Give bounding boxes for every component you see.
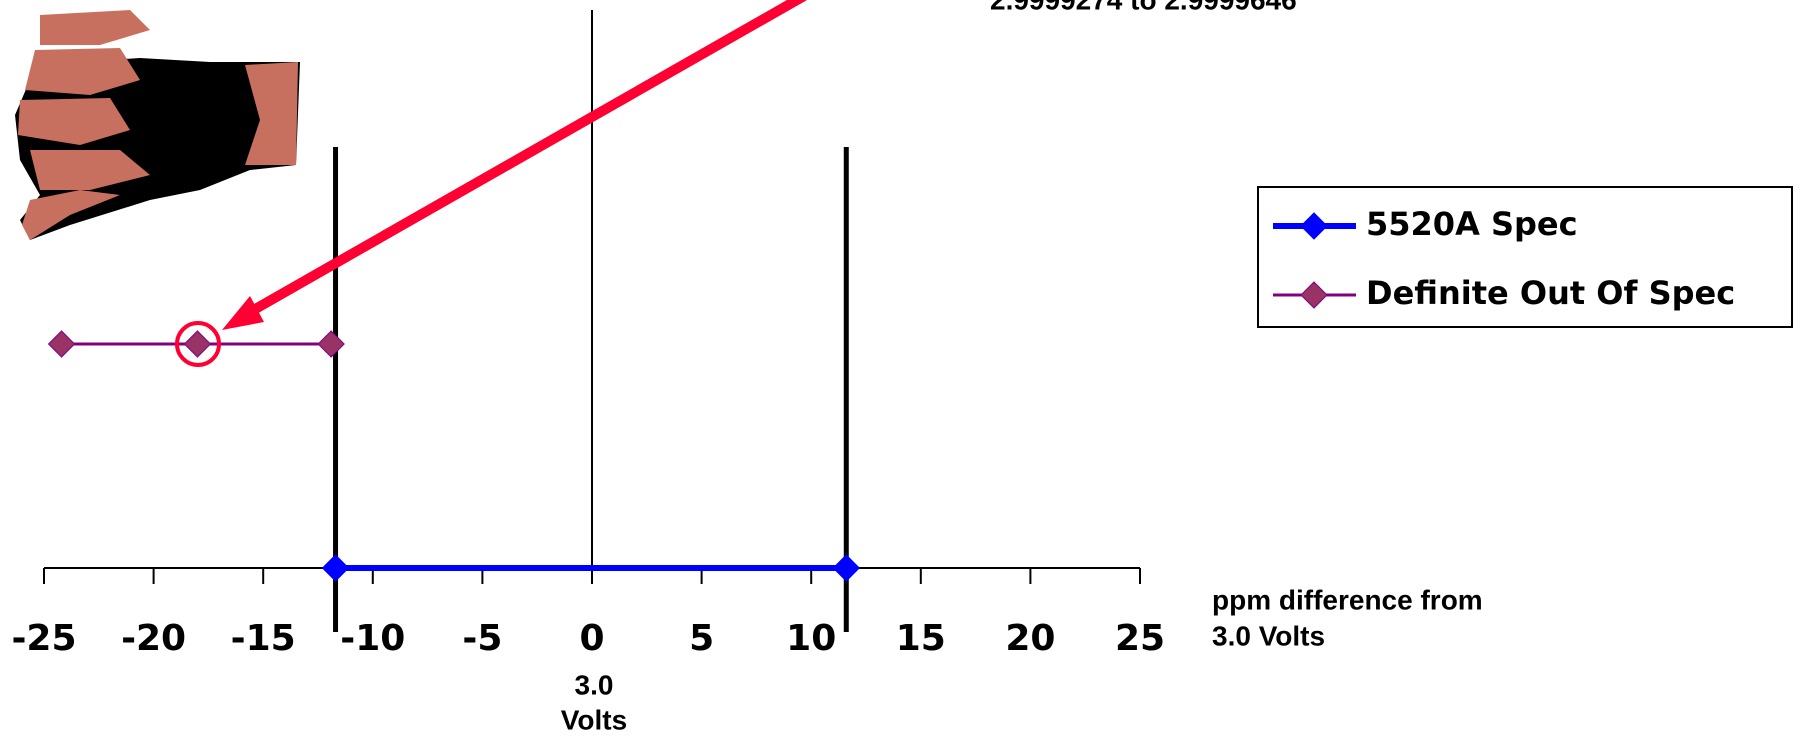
x-tick-label: -15 xyxy=(231,618,296,659)
x-tick-label: -25 xyxy=(11,618,76,659)
legend-label: 5520A Spec xyxy=(1366,205,1578,243)
thumbs-down-icon xyxy=(15,10,300,240)
x-axis-label: ppm difference from xyxy=(1212,584,1483,615)
legend-label: Definite Out Of Spec xyxy=(1366,274,1735,312)
x-tick-label: 10 xyxy=(786,618,836,659)
center-note: Volts xyxy=(561,704,627,735)
data-point xyxy=(183,330,212,358)
center-note: 3.0 xyxy=(575,669,614,700)
x-tick-label: 5 xyxy=(689,618,714,659)
data-point xyxy=(832,554,860,582)
legend-marker xyxy=(1300,281,1328,309)
x-tick-label: -10 xyxy=(340,618,405,659)
highlight-arrow xyxy=(175,0,807,367)
x-tick-label: 25 xyxy=(1115,618,1165,659)
x-axis-label: 3.0 Volts xyxy=(1212,620,1325,651)
x-tick-label: -5 xyxy=(462,618,502,659)
data-point xyxy=(317,330,345,358)
top-note: 2.9999274 to 2.9999646 xyxy=(990,0,1297,15)
legend-box xyxy=(1257,186,1793,328)
x-tick-label: -20 xyxy=(121,618,186,659)
x-tick-label: 0 xyxy=(579,618,604,659)
legend-marker xyxy=(1300,212,1328,240)
x-tick-label: 20 xyxy=(1005,618,1055,659)
data-point xyxy=(47,330,76,358)
data-point xyxy=(321,554,350,582)
x-tick-label: 15 xyxy=(896,618,946,659)
